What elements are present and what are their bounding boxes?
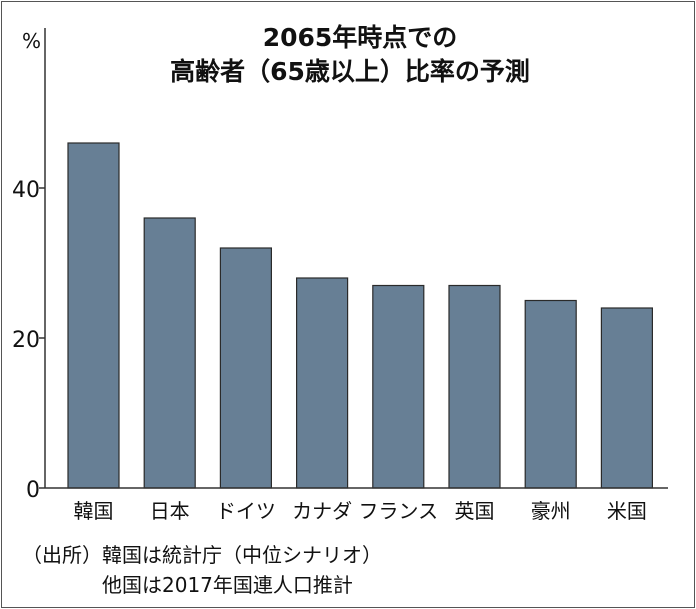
y-tick-label: 0	[26, 478, 40, 503]
y-tick-label: 40	[12, 178, 40, 203]
bar-豪州	[524, 299, 577, 489]
x-tick-label: 米国	[607, 499, 647, 523]
x-tick-label: フランス	[358, 499, 438, 523]
source-line-2: 他国は2017年国連人口推計	[102, 573, 353, 597]
bar-韓国	[67, 142, 120, 489]
bar-米国	[600, 307, 654, 489]
x-tick-label: 日本	[150, 499, 190, 523]
bar-英国	[448, 284, 501, 489]
chart-subtitle: 高齢者（65歳以上）比率の予測	[170, 57, 530, 86]
chart-title: 2065年時点での	[263, 23, 458, 52]
x-tick-label: ドイツ	[216, 499, 276, 523]
bar-日本	[143, 217, 196, 489]
y-axis-unit: %	[22, 29, 41, 53]
bar-フランス	[372, 284, 425, 489]
x-tick-label: 韓国	[74, 499, 114, 523]
x-tick-label: 英国	[455, 499, 495, 523]
source-line-1: （出所）韓国は統計庁（中位シナリオ）	[22, 543, 382, 567]
bar-ドイツ	[219, 247, 272, 489]
bar-カナダ	[296, 277, 349, 489]
x-tick-label: 豪州	[531, 499, 571, 523]
x-tick-label: カナダ	[292, 499, 352, 523]
y-tick-label: 20	[12, 328, 40, 353]
